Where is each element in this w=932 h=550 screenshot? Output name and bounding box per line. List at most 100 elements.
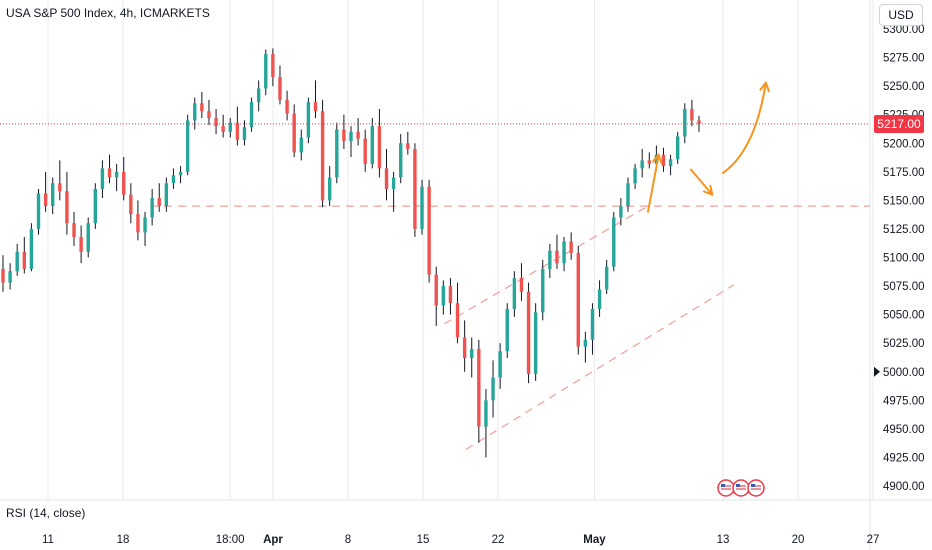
candle-body [58, 183, 62, 192]
candle-body [249, 102, 254, 128]
price-tick-label: 5300.00 [883, 24, 925, 36]
candle-body [576, 252, 580, 347]
candle-body [327, 177, 332, 201]
chart-title: USA S&P 500 Index, 4h, ICMARKETS [6, 6, 210, 20]
time-tick-label: 20 [792, 534, 805, 546]
us-flag-event-icon [717, 479, 735, 497]
time-tick-label: 8 [345, 534, 351, 546]
candle-body [221, 126, 225, 132]
price-tick-label: 5150.00 [883, 195, 925, 207]
candle-body [271, 54, 275, 77]
time-tick-label: 22 [492, 534, 505, 546]
candle-body [626, 183, 630, 207]
candle-body [86, 223, 90, 252]
candle-body [15, 251, 19, 272]
price-tick-label: 5275.00 [883, 53, 925, 65]
candle-body [285, 99, 289, 114]
projection-arrow [722, 81, 767, 174]
event-markers[interactable] [717, 479, 765, 497]
price-tick-label: 4950.00 [883, 424, 925, 436]
candle-body [604, 266, 609, 290]
candle-body [590, 308, 595, 340]
candle-body [8, 271, 12, 283]
candle-body [661, 154, 666, 167]
candle-body [548, 250, 552, 269]
candle-body [51, 183, 55, 207]
price-tick-label: 4925.00 [883, 452, 925, 464]
arrow-head [652, 153, 663, 165]
projection-arrows [647, 81, 770, 213]
candle-body [349, 131, 353, 141]
candle-body [171, 175, 176, 184]
candle-body [335, 129, 339, 178]
candle-body [278, 76, 282, 100]
candle-body [200, 103, 204, 112]
price-tick-label: 5025.00 [883, 338, 925, 350]
candle-body [462, 337, 467, 359]
price-tick-label: 5075.00 [883, 281, 925, 293]
flag-field [751, 484, 761, 491]
candle-body [29, 228, 34, 269]
candle-body [470, 348, 474, 359]
flag-field [721, 484, 731, 491]
candle-body [484, 400, 488, 427]
candle-body [79, 236, 83, 252]
candle-body [519, 278, 524, 292]
candle-body [93, 188, 98, 224]
price-tick-label: 5000.00 [883, 367, 925, 379]
candle-body [647, 160, 651, 164]
us-flag-event-icon [732, 479, 750, 497]
candle-body [697, 120, 701, 124]
candle-body [122, 171, 126, 195]
candle-body [448, 286, 453, 304]
candle-body [157, 198, 161, 207]
channel-line [444, 205, 649, 325]
projection-arrow [689, 168, 714, 196]
rising-channel [444, 205, 735, 450]
candle-body [633, 168, 637, 184]
price-axis[interactable]: 4900.00 4925.00 4950.00 4975.00 5000.00 5025.… [874, 24, 925, 493]
candle-body [675, 136, 680, 160]
axis-marker-icon [874, 366, 880, 377]
time-tick-label: 11 [42, 534, 54, 546]
candle-body [207, 111, 211, 119]
candle-body [505, 308, 509, 352]
candle-body [72, 223, 76, 237]
candle-body [306, 102, 311, 138]
candle-body [100, 168, 105, 189]
candle-body [264, 54, 268, 89]
candle-body [683, 108, 687, 137]
projection-arrow [647, 153, 660, 213]
candle-body [370, 126, 375, 164]
candle-body [399, 143, 403, 178]
candle-body [455, 303, 460, 338]
arrow-head [759, 81, 770, 93]
candle-body [619, 206, 623, 218]
price-tick-label: 5250.00 [883, 81, 925, 93]
candle-body [541, 268, 545, 313]
candle-body [363, 138, 367, 164]
currency-button[interactable]: USD [879, 4, 923, 26]
arrow-head [702, 184, 714, 196]
candle-body [498, 351, 502, 378]
candle-body [107, 168, 112, 178]
candle-body [391, 177, 396, 189]
candle-body [65, 191, 69, 224]
candle-body [526, 291, 531, 375]
candle-body [356, 131, 360, 139]
rsi-indicator-label[interactable]: RSI (14, close) [6, 506, 86, 520]
candle-body [242, 127, 247, 140]
candle-body [114, 171, 119, 178]
candle-body [178, 171, 183, 176]
price-tick-label: 5050.00 [883, 310, 925, 322]
candle-body [583, 339, 588, 347]
price-tick-label: 5125.00 [883, 224, 925, 236]
candle-body [690, 108, 694, 121]
flag-canton [736, 484, 740, 487]
candle-body [427, 186, 431, 275]
flag-canton [721, 484, 725, 487]
candle-body [185, 120, 190, 172]
time-axis[interactable]: 11 18 18:00 Apr 8 15 22 May 13 20 27 [42, 534, 879, 546]
